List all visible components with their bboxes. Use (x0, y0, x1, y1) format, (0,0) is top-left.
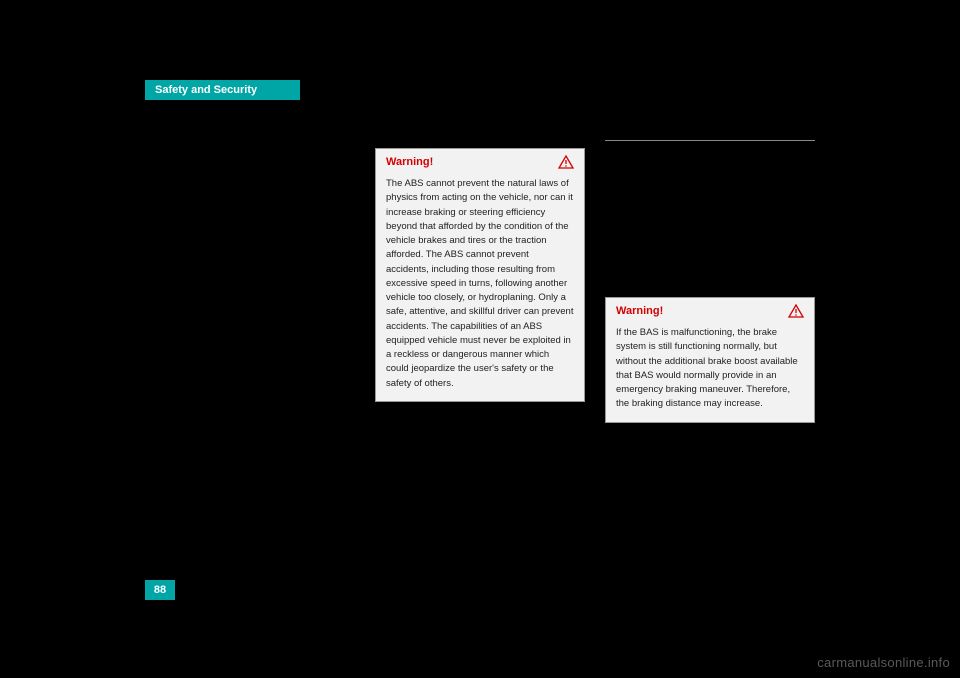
warning-header: Warning! (606, 298, 814, 322)
watermark-text: carmanualsonline.info (817, 655, 950, 670)
warning-title: Warning! (616, 305, 663, 317)
warning-box-bas: Warning! If the BAS is malfunctioning, t… (605, 297, 815, 423)
column-right: Warning! If the BAS is malfunctioning, t… (605, 140, 815, 423)
page-number-value: 88 (154, 584, 166, 596)
warning-body-text: If the BAS is malfunctioning, the brake … (606, 322, 814, 422)
warning-triangle-icon (558, 155, 574, 169)
section-header: Safety and Security (145, 80, 300, 100)
column-left (145, 140, 355, 423)
warning-title: Warning! (386, 156, 433, 168)
spacer (605, 149, 815, 289)
content-columns: Warning! The ABS cannot prevent the natu… (145, 140, 815, 423)
warning-box-abs: Warning! The ABS cannot prevent the natu… (375, 148, 585, 402)
warning-header: Warning! (376, 149, 584, 173)
manual-page: Safety and Security Warning! The ABS can… (145, 80, 815, 600)
section-title: Safety and Security (155, 84, 257, 96)
column-middle: Warning! The ABS cannot prevent the natu… (375, 140, 585, 423)
section-divider (605, 140, 815, 141)
warning-body-text: The ABS cannot prevent the natural laws … (376, 173, 584, 401)
page-number: 88 (145, 580, 175, 600)
warning-triangle-icon (788, 304, 804, 318)
